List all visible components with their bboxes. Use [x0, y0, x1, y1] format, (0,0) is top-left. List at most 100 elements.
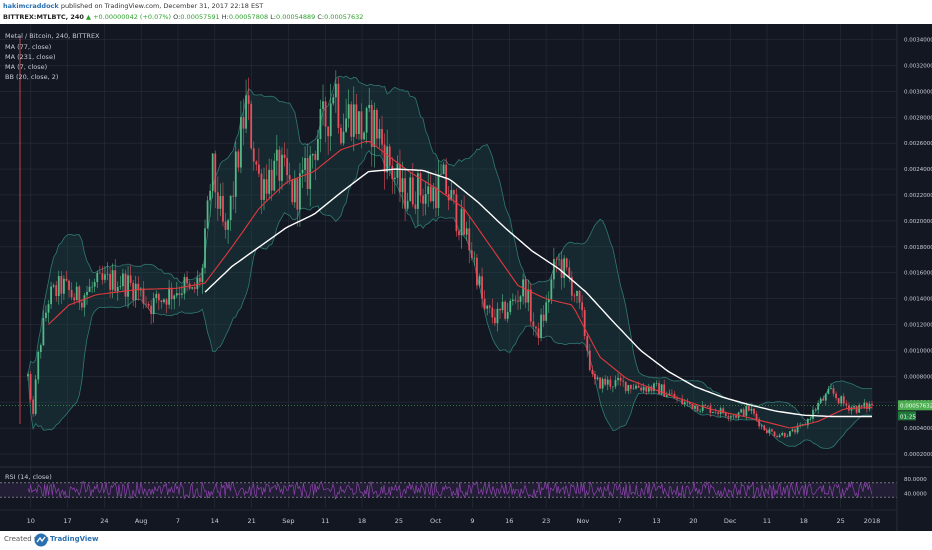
candle — [837, 397, 840, 405]
candle — [832, 384, 835, 397]
candle — [424, 181, 427, 216]
candle — [255, 160, 258, 171]
candle — [232, 181, 235, 210]
candle — [299, 162, 301, 227]
candle — [740, 408, 743, 414]
candle — [168, 279, 170, 309]
rsi-level-label: 40.0000 — [904, 492, 927, 498]
candle — [783, 432, 786, 439]
time-tick-label: Aug — [135, 517, 148, 525]
candle — [568, 260, 571, 283]
legend-study-ma7[interactable]: MA (7, close) — [5, 63, 47, 71]
candle — [160, 300, 163, 309]
candle — [791, 427, 794, 433]
candle — [776, 434, 778, 439]
candle — [104, 266, 106, 284]
price-tick-label: 0.00160000 — [904, 271, 932, 277]
candle — [409, 172, 412, 203]
candle — [191, 286, 194, 291]
tradingview-brand[interactable]: TradingView — [50, 535, 99, 543]
candle — [52, 283, 55, 289]
low-value: 0.00054889 — [276, 13, 316, 21]
candle — [75, 281, 78, 301]
candle — [273, 152, 276, 192]
candle — [245, 79, 247, 134]
candle — [550, 274, 553, 305]
price-tick-label: 0.00240000 — [904, 167, 932, 173]
candle — [334, 70, 337, 113]
candle — [868, 401, 871, 412]
candle — [309, 145, 312, 207]
candle — [452, 189, 455, 205]
candle — [501, 294, 504, 314]
ma-77-line — [48, 140, 873, 429]
candle — [570, 271, 573, 301]
candle — [186, 271, 188, 292]
time-tick-label: 24 — [100, 517, 108, 525]
candle — [581, 295, 584, 318]
countdown-label: 01:25 — [900, 414, 916, 420]
up-arrow-icon: ▲ — [86, 13, 92, 21]
candle — [252, 141, 255, 171]
legend-study-ma77[interactable]: MA (77, close) — [5, 43, 51, 51]
candle — [563, 255, 566, 288]
candle — [655, 380, 658, 387]
candle — [147, 301, 150, 310]
candle — [527, 279, 530, 312]
candle — [42, 310, 45, 347]
candle — [632, 383, 635, 390]
price-tick-label: 0.00080000 — [904, 374, 932, 380]
candle — [311, 153, 314, 169]
candle — [532, 312, 535, 336]
candle — [296, 177, 299, 227]
time-tick-label: 23 — [542, 517, 550, 525]
price-tick-label: 0.00280000 — [904, 115, 932, 121]
candle — [347, 89, 350, 128]
candle — [596, 375, 599, 381]
candle — [699, 408, 702, 414]
rsi-legend[interactable]: RSI (14, close) — [5, 473, 52, 481]
candle — [601, 377, 604, 393]
candle — [830, 383, 832, 390]
candle — [209, 183, 212, 217]
candle — [781, 431, 784, 436]
candle — [824, 392, 827, 406]
time-tick-label: 18 — [358, 517, 366, 525]
candle — [419, 169, 422, 204]
time-tick-label: Nov — [577, 517, 590, 525]
created-with-label: Created with — [4, 535, 49, 543]
candle — [404, 168, 407, 221]
candle — [63, 275, 65, 300]
candle — [370, 100, 373, 167]
candle — [555, 256, 558, 273]
candle — [606, 376, 609, 391]
candle — [763, 424, 766, 431]
candle — [86, 285, 88, 305]
last-price-label: 0.00057632 — [900, 403, 932, 409]
author-link[interactable]: hakimcraddock — [3, 2, 59, 10]
candle — [773, 431, 776, 437]
candle — [658, 380, 660, 395]
candle — [337, 77, 340, 134]
price-tick-label: 0.00040000 — [904, 426, 932, 432]
candle — [434, 170, 437, 218]
candle — [504, 300, 507, 321]
candle — [170, 282, 173, 310]
candle — [609, 375, 612, 390]
time-axis[interactable]: 10 17 24 Aug 7 14 21 Sep 11 18 25 Oct 9 16 23 Nov 7 13 20 D… — [27, 517, 881, 525]
candle — [101, 265, 104, 285]
price-axis[interactable]: 0.00340000 0.00320000 0.00300000 0.00280000… — [904, 38, 932, 459]
time-tick-label: 17 — [63, 517, 71, 525]
price-tick-label: 0.00320000 — [904, 63, 932, 69]
candle — [119, 275, 122, 290]
time-tick-label: 16 — [505, 517, 513, 525]
candle — [393, 170, 396, 194]
candle — [137, 276, 140, 301]
legend-study-bb[interactable]: BB (20, close, 2) — [5, 73, 58, 81]
candle — [794, 426, 796, 435]
candle — [145, 296, 147, 308]
legend-study-ma231[interactable]: MA (231, close) — [5, 53, 55, 61]
candle — [860, 405, 863, 410]
